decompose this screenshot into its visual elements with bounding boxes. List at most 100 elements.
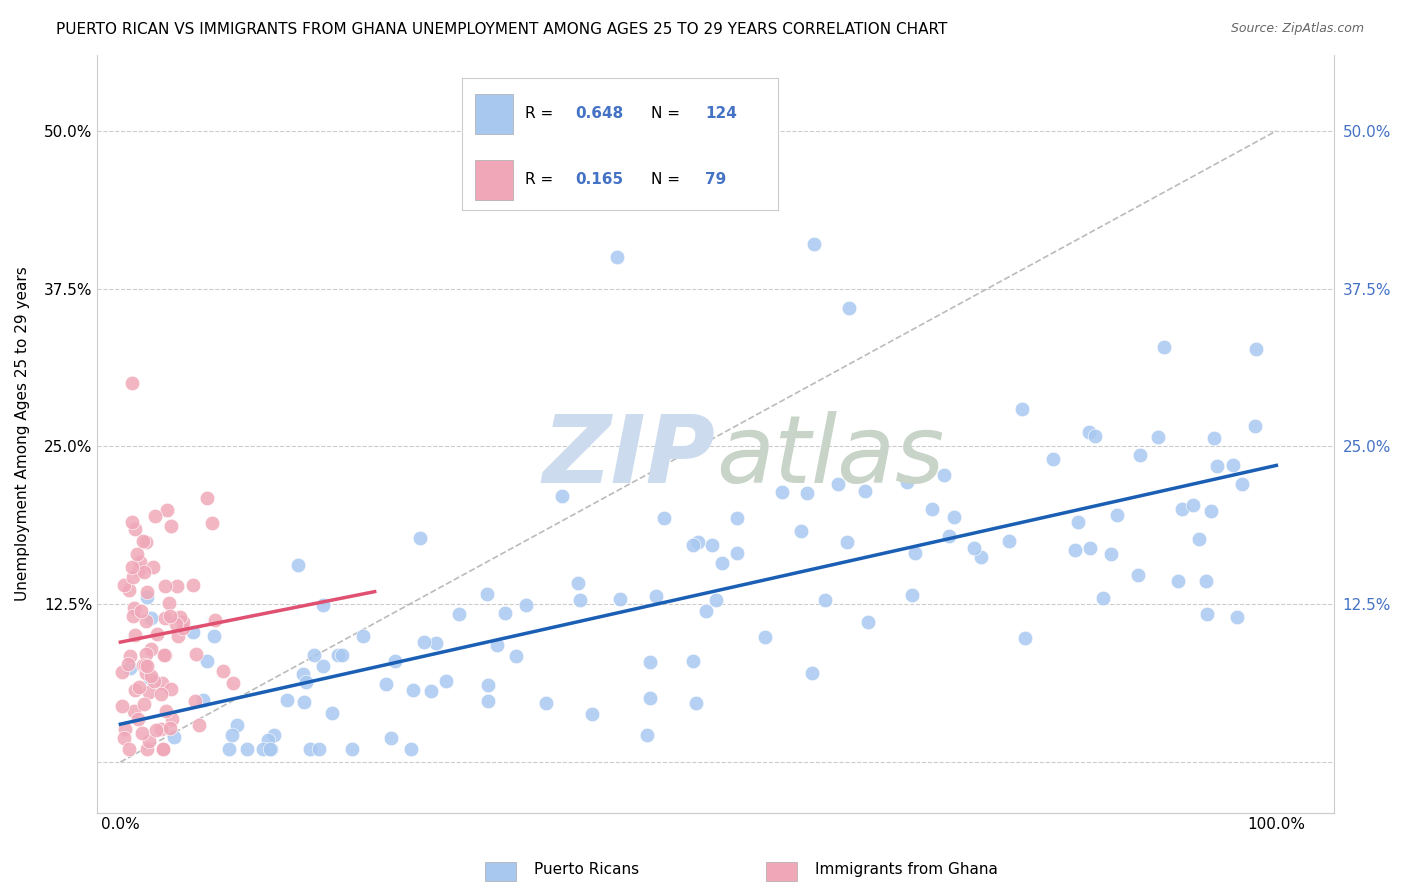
Point bbox=[401, 742, 423, 756]
Point bbox=[128, 563, 150, 577]
Point bbox=[135, 614, 157, 628]
Point bbox=[1067, 515, 1090, 529]
Point bbox=[236, 742, 259, 756]
Point bbox=[1078, 541, 1101, 556]
Point bbox=[121, 560, 143, 574]
Point bbox=[124, 682, 146, 697]
Point bbox=[195, 654, 218, 668]
Point bbox=[201, 516, 224, 530]
Point bbox=[155, 502, 177, 516]
Point bbox=[1042, 452, 1064, 467]
Point bbox=[486, 638, 509, 652]
Point bbox=[132, 658, 155, 673]
Point bbox=[567, 575, 589, 590]
Point bbox=[685, 697, 707, 711]
Point bbox=[494, 606, 516, 620]
Point bbox=[1171, 501, 1194, 516]
Point bbox=[160, 519, 183, 533]
Point bbox=[121, 515, 143, 529]
Point bbox=[165, 617, 187, 632]
Point bbox=[252, 742, 274, 756]
Point bbox=[121, 376, 143, 391]
Point bbox=[276, 693, 298, 707]
Point bbox=[302, 648, 325, 662]
Point bbox=[1205, 459, 1227, 474]
Point bbox=[814, 592, 837, 607]
Point bbox=[138, 685, 160, 699]
Point bbox=[159, 721, 181, 735]
Point bbox=[413, 634, 436, 648]
Point bbox=[111, 699, 134, 714]
Point bbox=[1204, 431, 1226, 445]
Point bbox=[1126, 568, 1149, 582]
Point bbox=[308, 742, 330, 756]
Point bbox=[117, 657, 139, 672]
Point bbox=[169, 610, 191, 624]
Point bbox=[218, 742, 240, 756]
Point bbox=[963, 541, 986, 556]
Point bbox=[135, 585, 157, 599]
Point bbox=[142, 673, 165, 688]
Point bbox=[710, 556, 733, 570]
Point bbox=[257, 733, 280, 747]
Point bbox=[682, 654, 704, 668]
Point bbox=[162, 712, 184, 726]
Point bbox=[298, 742, 321, 756]
Point bbox=[838, 301, 860, 315]
Point bbox=[141, 611, 163, 625]
Point bbox=[1188, 532, 1211, 546]
Point bbox=[638, 655, 661, 669]
Point bbox=[434, 674, 457, 689]
Point bbox=[188, 718, 211, 732]
Point bbox=[515, 598, 537, 612]
Point bbox=[139, 669, 162, 683]
Point bbox=[159, 609, 181, 624]
Point bbox=[384, 654, 406, 668]
Point bbox=[311, 659, 333, 673]
Point bbox=[124, 627, 146, 641]
Point bbox=[292, 667, 315, 681]
Point bbox=[129, 604, 152, 618]
Text: PUERTO RICAN VS IMMIGRANTS FROM GHANA UNEMPLOYMENT AMONG AGES 25 TO 29 YEARS COR: PUERTO RICAN VS IMMIGRANTS FROM GHANA UN… bbox=[56, 22, 948, 37]
Point bbox=[321, 706, 343, 720]
Point bbox=[380, 731, 402, 746]
Point bbox=[686, 535, 709, 549]
Point bbox=[132, 534, 155, 549]
Point bbox=[134, 657, 156, 672]
Y-axis label: Unemployment Among Ages 25 to 29 years: Unemployment Among Ages 25 to 29 years bbox=[15, 267, 30, 601]
Point bbox=[150, 722, 173, 736]
Point bbox=[1147, 430, 1170, 444]
Text: Puerto Ricans: Puerto Ricans bbox=[534, 863, 640, 877]
Point bbox=[1226, 609, 1249, 624]
Point bbox=[155, 611, 177, 625]
Point bbox=[129, 555, 152, 569]
Point bbox=[295, 674, 318, 689]
Point bbox=[149, 687, 172, 701]
Point bbox=[138, 734, 160, 748]
Point bbox=[803, 237, 825, 252]
Point bbox=[124, 522, 146, 536]
Point bbox=[938, 529, 960, 543]
Point bbox=[1107, 508, 1129, 522]
Point bbox=[900, 589, 922, 603]
Point bbox=[128, 680, 150, 694]
Point bbox=[142, 560, 165, 574]
Point bbox=[1153, 340, 1175, 354]
Point bbox=[136, 742, 159, 756]
Point bbox=[1222, 458, 1244, 472]
Point bbox=[837, 535, 859, 549]
Point bbox=[193, 692, 215, 706]
Point bbox=[704, 593, 727, 607]
Point bbox=[375, 677, 398, 691]
Point bbox=[135, 535, 157, 549]
Point bbox=[263, 728, 285, 742]
Point bbox=[1129, 448, 1152, 462]
Point bbox=[796, 486, 818, 500]
Point bbox=[638, 690, 661, 705]
Point bbox=[122, 600, 145, 615]
Point bbox=[420, 684, 443, 698]
Text: atlas: atlas bbox=[716, 411, 943, 502]
Point bbox=[136, 590, 159, 604]
Point bbox=[477, 678, 499, 692]
Point bbox=[152, 648, 174, 662]
